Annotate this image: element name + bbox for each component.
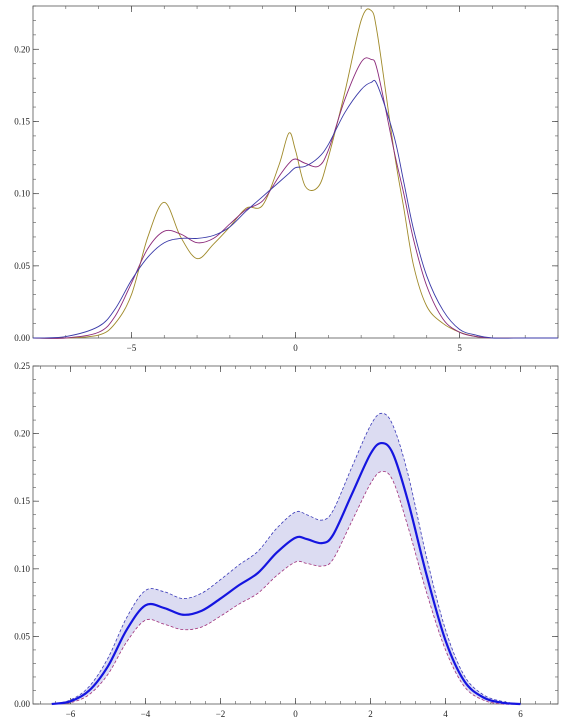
bottom-y-tick-label: 0.05 (14, 631, 30, 641)
bottom-x-tick-label: 0 (293, 709, 298, 719)
top-y-tick-label: 0.05 (14, 261, 30, 271)
top-y-tick-label: 0.00 (14, 333, 30, 343)
top-series-line-1 (32, 8, 558, 339)
bottom-x-tick-label: −4 (141, 709, 151, 719)
bottom-y-tick-label: 0.25 (14, 361, 30, 371)
top-y-tick-label: 0.20 (14, 44, 30, 54)
bottom-y-tick-label: 0.20 (14, 429, 30, 439)
mean-density-line (51, 441, 521, 706)
kde-confidence-band-chart: −6 −4 −2 0 2 4 6 0.00 0.05 0.10 0.15 0.20 0.25 (14, 361, 559, 719)
bottom-y-tick-label: 0.00 (14, 699, 30, 709)
top-series-line-2 (32, 57, 558, 339)
bottom-x-tick-label: 6 (518, 709, 523, 719)
bottom-y-tick-label: 0.10 (14, 564, 30, 574)
bottom-y-tick-label: 0.15 (14, 496, 30, 506)
top-y-tick-label: 0.10 (14, 189, 30, 199)
top-x-tick-label: 5 (457, 343, 462, 353)
confidence-band (51, 413, 521, 705)
upper-bound-line (51, 412, 521, 705)
top-y-tick-label: 0.15 (14, 116, 30, 126)
top-x-tick-label: 0 (293, 343, 298, 353)
lower-bound-line (51, 470, 521, 705)
bottom-x-tick-label: −2 (216, 709, 226, 719)
top-series-line-3 (32, 79, 558, 339)
top-frame (32, 5, 559, 339)
bottom-x-tick-label: 2 (368, 709, 373, 719)
kde-comparison-chart: −5 0 5 0.00 0.05 0.10 0.15 0.20 (14, 5, 559, 353)
bottom-x-tick-label: −6 (66, 709, 76, 719)
bottom-x-tick-label: 4 (443, 709, 448, 719)
top-x-tick-label: −5 (127, 343, 137, 353)
